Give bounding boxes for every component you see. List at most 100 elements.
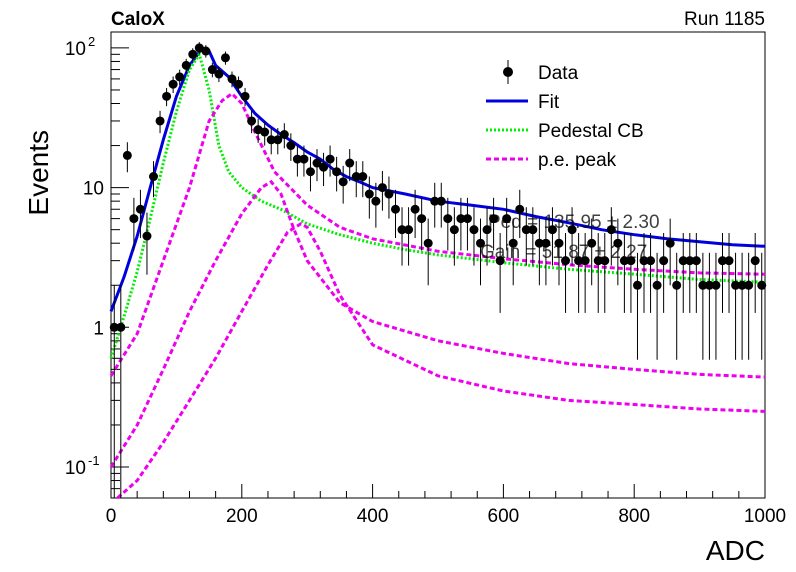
data-point <box>286 141 296 151</box>
data-point <box>247 116 257 126</box>
legend: Data Fit Pedestal CB p.e. peak <box>486 60 644 171</box>
data-point <box>646 256 656 266</box>
y-tick-label: 10 <box>65 39 86 60</box>
pe-peak-curve <box>109 179 766 468</box>
data-point <box>476 238 486 248</box>
data-point <box>561 256 571 266</box>
data-point <box>691 256 701 266</box>
data-point <box>508 238 518 248</box>
data-point <box>338 177 348 187</box>
data-point <box>149 172 159 182</box>
run-label: Run 1185 <box>684 9 765 30</box>
data-point <box>672 280 682 290</box>
data-point <box>528 225 538 235</box>
legend-entry-label: Pedestal CB <box>538 121 644 142</box>
data-point <box>606 225 616 235</box>
x-tick-label: 200 <box>226 506 258 527</box>
data-point <box>417 214 427 224</box>
data-point <box>567 225 577 235</box>
fit-curve <box>109 46 766 312</box>
x-tick-label: 400 <box>357 506 389 527</box>
data-point <box>207 65 217 75</box>
data-point <box>377 183 387 193</box>
data-point <box>390 204 400 214</box>
data-point <box>404 225 414 235</box>
x-tick-label: 0 <box>106 506 117 527</box>
data-point <box>462 214 472 224</box>
data-point <box>744 280 754 290</box>
data-point <box>240 91 250 101</box>
data-point <box>266 135 276 145</box>
data-point <box>175 72 185 82</box>
plot-frame <box>110 31 766 499</box>
experiment-label: CaloX <box>111 9 165 30</box>
data-point <box>600 256 610 266</box>
legend-entry-label: p.e. peak <box>538 150 617 171</box>
data-point <box>358 172 368 182</box>
legend-data-marker <box>503 67 513 77</box>
data-point <box>750 256 760 266</box>
data-point <box>717 256 727 266</box>
data-point <box>384 189 394 199</box>
data-point <box>234 79 244 89</box>
data-point <box>521 225 531 235</box>
data-point <box>724 256 734 266</box>
data-point <box>731 280 741 290</box>
pedestal-curve <box>109 50 766 359</box>
pe-peak-curve <box>109 91 766 377</box>
data-point <box>574 256 584 266</box>
x-tick-label: 800 <box>618 506 650 527</box>
legend-entry-label: Data <box>538 63 579 84</box>
data-point <box>332 167 342 177</box>
data-point <box>541 238 551 248</box>
data-point <box>109 322 119 332</box>
data-point <box>181 60 191 70</box>
data-point <box>135 204 145 214</box>
data-point <box>482 225 492 235</box>
data-point <box>639 256 649 266</box>
data-point <box>319 162 329 172</box>
data-point <box>456 214 466 224</box>
data-point <box>142 231 152 241</box>
data-point <box>443 214 453 224</box>
data-point <box>502 214 512 224</box>
data-point <box>201 46 211 56</box>
data-point <box>214 69 224 79</box>
data-point <box>580 256 590 266</box>
data-point <box>613 238 623 248</box>
data-point <box>292 154 302 164</box>
data-point <box>659 256 669 266</box>
x-tick-label: 1000 <box>744 506 786 527</box>
data-point <box>155 116 165 126</box>
data-point <box>593 256 603 266</box>
y-tick-exponent: 2 <box>88 34 95 49</box>
data-point <box>273 135 283 145</box>
x-axis-label: ADC <box>706 535 765 566</box>
y-tick-exponent: -1 <box>88 453 100 468</box>
data-point <box>345 158 355 168</box>
data-point <box>665 238 675 248</box>
data-point <box>626 256 636 266</box>
pe-peak-curve <box>116 222 766 500</box>
data-point <box>436 196 446 206</box>
data-point <box>116 322 126 332</box>
data-point <box>652 280 662 290</box>
data-point <box>220 53 230 63</box>
legend-entry-label: Fit <box>538 92 560 113</box>
data-point <box>371 196 381 206</box>
data-point <box>619 256 629 266</box>
data-point <box>325 154 335 164</box>
data-point <box>737 280 747 290</box>
data-point <box>711 280 721 290</box>
data-point <box>279 130 289 140</box>
y-tick-label: 10 <box>83 179 104 200</box>
data-points <box>109 42 767 498</box>
data-point <box>423 238 433 248</box>
data-point <box>364 189 374 199</box>
data-point <box>698 280 708 290</box>
data-point <box>299 154 309 164</box>
x-tick-label: 600 <box>488 506 520 527</box>
data-point <box>449 225 459 235</box>
